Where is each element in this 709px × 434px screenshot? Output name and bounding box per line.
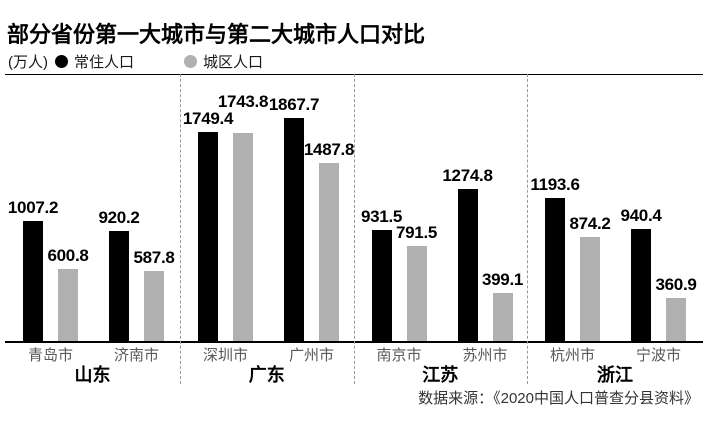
- bar-urban: [406, 246, 427, 341]
- legend-label-resident: 常住人口: [74, 53, 135, 71]
- bar-urban: [58, 269, 78, 341]
- legend-item-resident: 常住人口: [55, 51, 134, 72]
- city-label: 南京市: [376, 347, 422, 364]
- legend-item-urban: 城区人口: [184, 51, 263, 72]
- legend-label-urban: 城区人口: [203, 53, 264, 71]
- separator-line: [353, 74, 355, 384]
- plot-area: 1007.2 600.8 920.2 587.8 1749.4 1743.8 1867.7 1…: [5, 74, 703, 343]
- bar-urban: [233, 133, 253, 341]
- value-label-urban: 399.1: [481, 270, 524, 289]
- unit-label: (万人): [8, 53, 48, 71]
- value-label-urban: 600.8: [47, 246, 89, 265]
- chart-title: 部分省份第一大城市与第二大城市人口对比: [7, 22, 426, 47]
- value-label-resident: 920.2: [98, 208, 140, 227]
- value-label-urban: 1743.8: [217, 92, 269, 111]
- bar-resident: [457, 189, 478, 341]
- legend: (万人) 常住人口 城区人口: [8, 51, 263, 71]
- province-label: 浙江: [597, 365, 633, 385]
- city-label: 深圳市: [202, 347, 248, 364]
- value-label-resident: 1867.7: [268, 95, 320, 114]
- value-label-resident: 931.5: [360, 207, 403, 226]
- separator-line: [180, 74, 181, 384]
- bar-resident: [198, 132, 218, 341]
- value-label-urban: 791.5: [395, 223, 438, 242]
- province-label: 山东: [74, 365, 111, 385]
- bar-resident: [284, 118, 304, 341]
- bar-resident: [23, 221, 43, 341]
- legend-dot-urban-icon: [184, 54, 198, 68]
- bar-resident: [545, 198, 565, 341]
- value-label-urban: 360.9: [655, 275, 697, 294]
- bar-resident: [109, 231, 129, 341]
- bar-urban: [319, 163, 339, 341]
- bar-urban: [144, 271, 164, 341]
- bar-urban: [492, 293, 513, 341]
- value-label-resident: 1749.4: [182, 109, 234, 128]
- source-note: 数据来源：《2020中国人口普查分县资料》: [418, 390, 699, 407]
- separator-line: [527, 74, 528, 384]
- value-label-resident: 940.4: [620, 206, 662, 225]
- province-label: 广东: [248, 365, 285, 385]
- city-label: 广州市: [288, 347, 334, 364]
- bar-resident: [371, 230, 392, 341]
- city-label: 杭州市: [549, 347, 595, 364]
- value-label-resident: 1274.8: [442, 166, 493, 185]
- province-label: 江苏: [422, 365, 459, 385]
- value-label-urban: 874.2: [569, 214, 611, 233]
- city-label: 青岛市: [27, 347, 73, 364]
- value-label-resident: 1193.6: [530, 175, 580, 194]
- legend-dot-resident-icon: [55, 54, 68, 68]
- value-label-urban: 1487.8: [303, 140, 355, 159]
- value-label-resident: 1007.2: [7, 198, 59, 217]
- value-label-urban: 587.8: [133, 248, 175, 267]
- city-label: 苏州市: [462, 347, 508, 364]
- city-label: 宁波市: [635, 347, 681, 364]
- bar-urban: [666, 298, 686, 341]
- bar-resident: [631, 229, 651, 341]
- bar-urban: [580, 237, 600, 341]
- city-label: 济南市: [113, 347, 159, 364]
